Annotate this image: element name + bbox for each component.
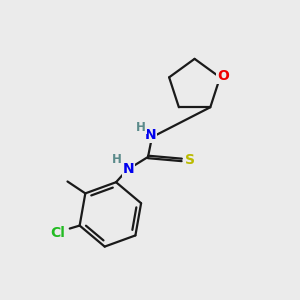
Text: Cl: Cl (50, 226, 65, 239)
Text: N: N (145, 128, 157, 142)
Text: N: N (122, 162, 134, 176)
Text: H: H (136, 121, 146, 134)
Text: S: S (184, 153, 195, 167)
Text: O: O (217, 69, 229, 83)
Text: H: H (112, 153, 122, 167)
